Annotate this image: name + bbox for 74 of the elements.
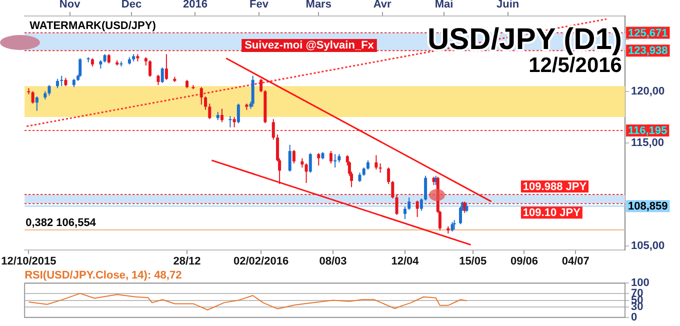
candlestick [208,103,212,120]
candlestick [420,198,423,212]
candlestick [408,196,411,210]
candlestick [228,115,232,128]
y-tick-label: 0 [631,311,638,324]
candlestick [200,86,203,106]
text: 12/5/2016 [528,54,622,77]
candlestick [452,220,456,230]
candlestick [317,152,320,166]
candlestick [48,84,51,96]
x2-tick-label: 2016 [183,0,208,10]
candlestick [272,118,275,140]
candlestick [395,194,398,216]
candlestick [232,116,236,128]
candlestick [60,75,64,87]
candlestick [35,96,38,112]
candlestick [374,154,378,170]
x2-tick-label: Nov [59,0,82,10]
y-tick-label: 115,00 [631,136,664,149]
candlestick [156,74,160,86]
chart-title: RSI(USD/JPY.Close, 14): 48,72 [24,270,182,282]
candlestick [56,78,59,89]
annotation: Suivez-moi @Sylvain_Fx [244,40,375,52]
x-tick-label: 12/10/2015 [1,256,56,268]
candlestick [148,60,152,78]
candlestick [31,90,34,104]
candlestick [329,150,332,164]
annotation: WATERMARK(USD/JPY) [30,20,156,32]
x-tick-label: 28/12 [173,256,201,268]
x2-tick-label: Dec [121,0,142,10]
candlestick [107,54,110,64]
candlestick [387,167,390,185]
candlestick [220,108,224,123]
y-tick-label: 100 [631,277,650,290]
candlestick [416,200,419,218]
x2-tick-label: Avr [373,0,392,10]
candlestick [378,162,382,174]
ref-line-label: 123,938 [628,45,668,58]
x-tick-label: 15/05 [459,256,487,268]
x-tick-label: 09/06 [510,256,538,268]
candlestick [164,54,168,80]
candlestick [304,162,308,184]
candlestick [251,75,254,108]
y-tick-label: 120,00 [631,85,665,98]
ref-line-label: 125,671 [628,27,668,40]
ref-line-label: 109.10 JPY [522,207,582,220]
candlestick [465,202,468,212]
ref-line-label: 108,859 [628,200,668,213]
candlestick [424,175,428,202]
candlestick [391,180,394,199]
ref-line-label: 109.988 JPY [522,180,588,193]
x-tick-label: 04/07 [562,256,590,268]
x2-tick-label: Mars [306,0,332,10]
ref-line-label: 0,382 106,554 [26,216,97,229]
ref-line-label: 116,195 [628,125,668,138]
x-tick-label: 08/03 [319,256,347,268]
candlestick [236,103,240,124]
candlestick [403,206,406,220]
y-tick-label: 105,00 [631,240,665,252]
candlestick [450,222,454,232]
candlestick [358,172,362,182]
candlestick [160,67,164,84]
candlestick [334,154,337,168]
candlestick [292,150,296,164]
x2-tick-label: Fev [250,0,270,10]
candlestick [260,78,263,93]
candlestick [300,158,304,168]
candlestick [288,144,292,172]
candlestick [308,152,312,174]
x-tick-label: 12/04 [391,256,420,268]
candlestick [78,58,82,78]
x-tick-label: 02/02/2016 [234,256,289,268]
candlestick [204,96,208,110]
candlestick [366,160,370,170]
